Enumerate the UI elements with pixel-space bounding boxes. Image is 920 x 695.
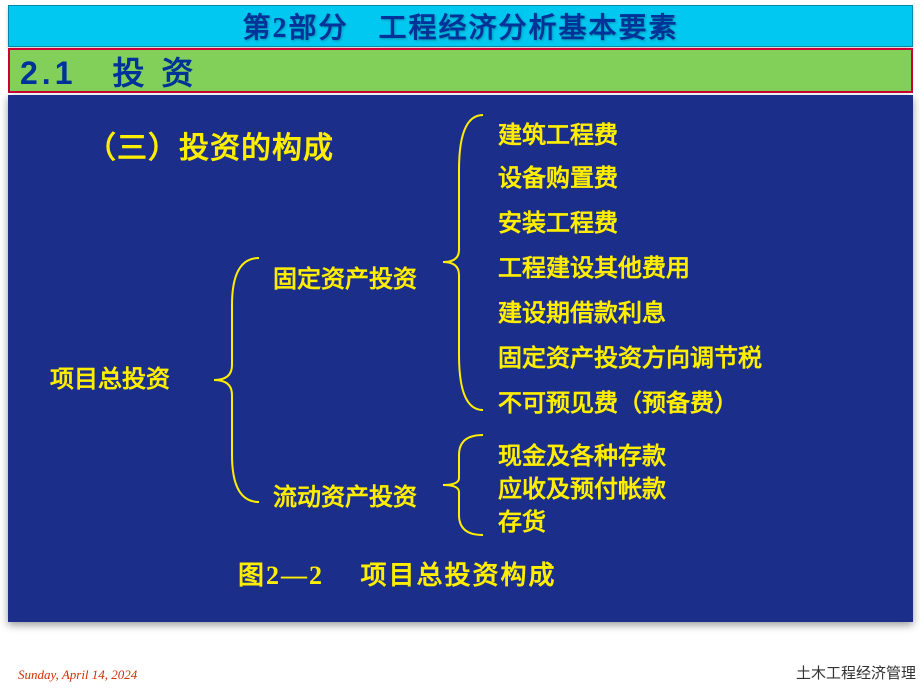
subheader-title: 2.1 投 资 [20, 48, 197, 94]
leaf-item-7: 不可预见费（预备费） [498, 383, 738, 418]
header-bar: 第2部分 工程经济分析基本要素 [8, 5, 913, 47]
leaf-item-5: 建设期借款利息 [498, 293, 666, 328]
tree-root-label: 项目总投资 [50, 359, 170, 394]
brace-root-icon [204, 255, 274, 505]
main-panel: （三）投资的构成 项目总投资 固定资产投资 流动资产投资 建筑工程费 设备购置费… [8, 95, 913, 622]
branch-1-label: 固定资产投资 [273, 259, 417, 294]
brace-branch1-icon [433, 110, 493, 415]
section-title: （三）投资的构成 [86, 123, 334, 167]
brace-branch2-icon [433, 430, 493, 540]
leaf-item-6: 固定资产投资方向调节税 [498, 338, 762, 373]
header-title: 第2部分 工程经济分析基本要素 [242, 6, 678, 46]
subheader-bar: 2.1 投 资 [8, 48, 913, 93]
leaf-item-10: 存货 [498, 502, 546, 537]
leaf-item-3: 安装工程费 [498, 203, 618, 238]
branch-2-label: 流动资产投资 [273, 477, 417, 512]
leaf-item-4: 工程建设其他费用 [498, 248, 690, 283]
leaf-item-1: 建筑工程费 [498, 115, 618, 150]
figure-caption: 图2—2 项目总投资构成 [238, 555, 557, 592]
footer-date: Sunday, April 14, 2024 [18, 667, 137, 683]
footer-right-text: 土木工程经济管理 [796, 662, 916, 683]
leaf-item-2: 设备购置费 [498, 158, 618, 193]
leaf-item-9: 应收及预付帐款 [498, 469, 666, 504]
leaf-item-8: 现金及各种存款 [498, 436, 666, 471]
